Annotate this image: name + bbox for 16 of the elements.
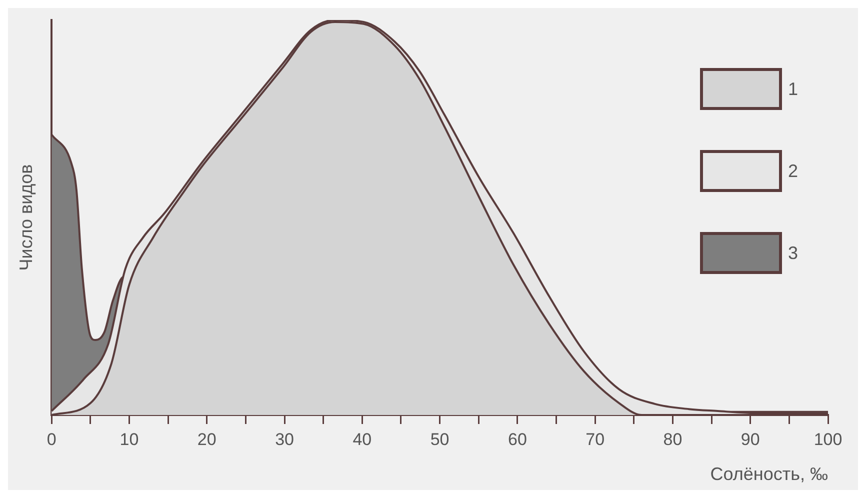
x-tick-label: 20 [197,430,216,449]
x-tick-label: 70 [586,430,605,449]
legend-label: 1 [788,78,798,100]
x-tick-label: 0 [46,430,56,449]
legend-label: 3 [788,242,798,264]
x-tick-label: 90 [740,430,760,449]
x-tick-label: 10 [120,430,139,449]
x-tick-label: 30 [275,430,294,449]
x-axis-title: Солёность, ‰ [710,464,828,484]
x-tick-label: 60 [508,430,527,449]
y-axis-title: Число видов [16,164,36,271]
x-tick-label: 40 [352,430,372,449]
x-tick-label: 100 [814,430,842,449]
x-tick-label: 80 [663,430,682,449]
legend-label: 2 [788,160,798,182]
x-tick-label: 50 [430,430,450,449]
